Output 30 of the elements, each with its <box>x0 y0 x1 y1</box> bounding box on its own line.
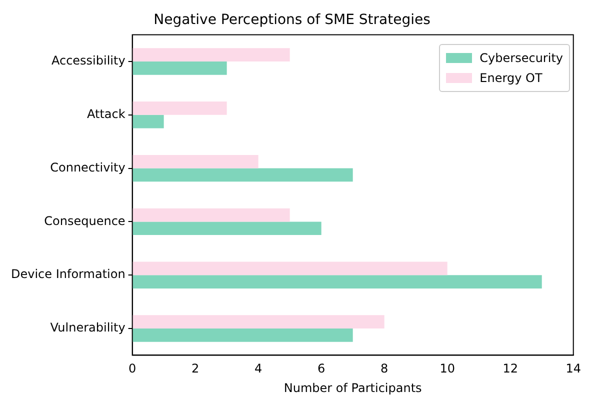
bar <box>132 275 542 288</box>
bar <box>132 315 384 328</box>
x-tick-label: 10 <box>440 362 455 376</box>
bar <box>132 168 353 182</box>
bar <box>132 262 448 276</box>
x-tick-label: 4 <box>254 362 262 376</box>
y-tick-label: Device Information <box>10 267 126 282</box>
y-tick-label: Vulnerability <box>50 320 126 335</box>
x-tick-label: 0 <box>128 362 136 376</box>
y-tick-label: Consequence <box>44 214 126 228</box>
bar <box>132 62 227 75</box>
x-tick-label: 14 <box>566 362 582 376</box>
chart-title: Negative Perceptions of SME Strategies <box>154 12 430 28</box>
y-tick-label: Accessibility <box>51 54 126 68</box>
bar <box>132 48 290 62</box>
bar <box>132 114 164 128</box>
y-tick-label: Connectivity <box>50 160 126 174</box>
legend-label: Energy OT <box>480 70 542 87</box>
bar <box>132 208 290 222</box>
x-tick-label: 2 <box>192 362 200 376</box>
y-tick-label: Attack <box>87 107 126 122</box>
x-tick-label: 6 <box>318 362 326 376</box>
x-tick-label: 12 <box>502 362 518 376</box>
x-axis-title: Number of Participants <box>284 380 422 395</box>
legend-label: Cybersecurity <box>480 50 563 67</box>
bar <box>132 222 322 236</box>
x-tick-label: 8 <box>380 362 388 376</box>
bar <box>132 154 258 168</box>
bar <box>132 102 227 115</box>
bar <box>132 328 353 342</box>
